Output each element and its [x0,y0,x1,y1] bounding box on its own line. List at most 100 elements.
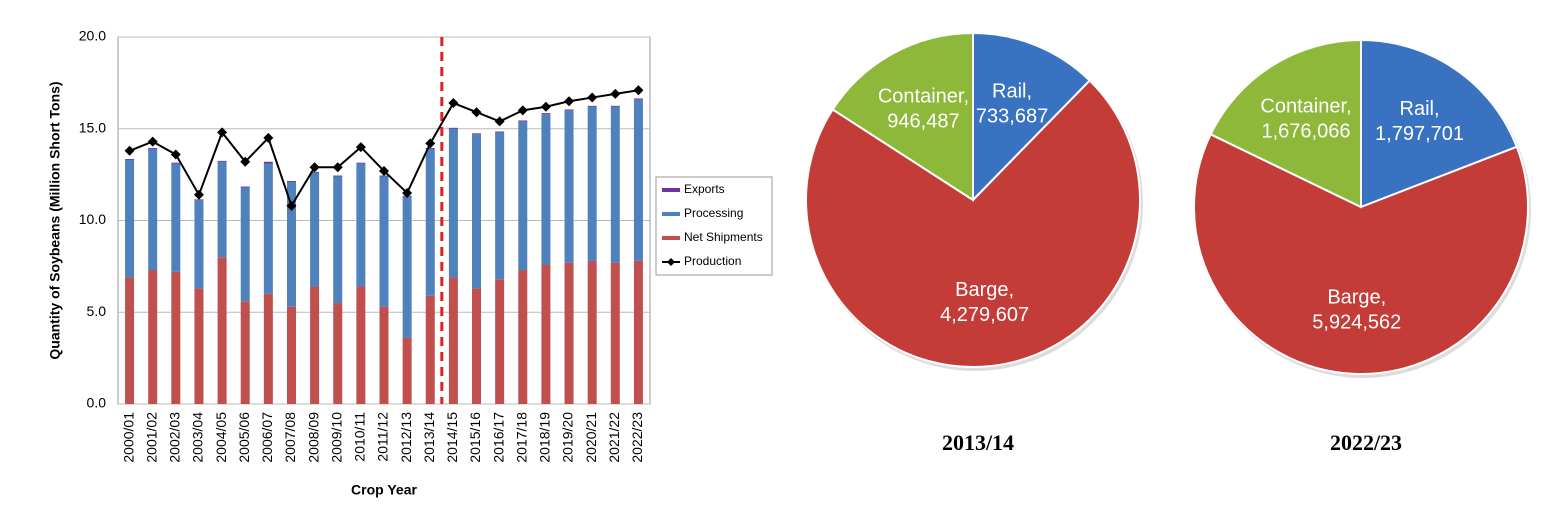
y-tick-label: 0.0 [87,395,107,411]
slice-value: 4,279,607 [940,304,1029,326]
bar-segment [472,288,482,404]
production-marker [425,138,436,149]
bar-segment [633,99,643,261]
pie-slice [972,31,1092,203]
production-marker [540,101,551,112]
bar-segment [379,306,389,404]
bar-segment [633,260,643,404]
bar-segment [194,200,204,289]
bar-segment [171,162,181,164]
bar-segment [310,171,320,173]
x-tick-label: 2020/21 [583,412,599,463]
x-tick-label: 2018/19 [537,412,553,463]
legend-label: Net Shipments [684,230,763,244]
x-tick-label: 2009/10 [328,412,344,463]
bar-segment [425,148,435,296]
production-marker [402,187,413,198]
x-tick-label: 2001/02 [143,412,159,463]
bar-segment [148,148,158,271]
bar-segment [217,161,227,258]
slice-value: 1,797,701 [1375,123,1464,145]
bar-segment [587,105,597,107]
slice-value: 946,487 [887,110,959,132]
bar-segment [310,286,320,404]
bar-segment [194,288,204,404]
production-marker [240,156,251,167]
bar-segment [125,159,135,278]
production-marker [564,96,575,107]
bar-segment [240,301,250,404]
production-marker [494,116,505,127]
bar-segment [379,176,389,307]
production-marker [286,200,297,211]
bar-segment [541,114,551,265]
bar-segment [286,181,296,307]
slice-value: 733,687 [976,105,1048,127]
slice-category: Container, [1260,96,1351,118]
pie-slice [805,79,1141,368]
pie-title: 2013/14 [942,430,1014,455]
bar-segment [240,186,250,188]
pie-title: 2022/23 [1330,430,1402,455]
bar-segment [263,293,273,404]
bar-segment [495,132,505,280]
x-tick-label: 2019/20 [560,412,576,463]
production-marker [610,88,621,99]
production-marker [263,132,274,143]
x-tick-label: 2005/06 [236,412,252,463]
bar-segment [518,121,528,271]
production-marker [379,165,389,176]
x-tick-label: 2003/04 [190,412,206,463]
x-tick-label: 2010/11 [352,412,368,462]
slice-category: Rail, [992,80,1032,102]
bar-segment [518,120,528,122]
bar-segment [633,98,643,100]
bar-segment [541,113,551,115]
bar-segment [610,106,620,263]
bar-segment [587,106,597,261]
bar-segment [564,109,574,111]
bar-segment [194,199,204,201]
y-tick-label: 15.0 [79,119,106,135]
legend-label: Production [684,254,741,268]
x-tick-label: 2016/17 [490,412,506,463]
bar-segment [564,262,574,404]
y-tick-label: 20.0 [79,28,106,44]
production-marker [471,107,482,118]
x-tick-label: 2017/18 [513,412,529,463]
production-marker [633,85,644,96]
pie-slice [1360,38,1519,209]
bar-segment [125,277,135,404]
bar-segment [263,161,273,164]
x-tick-label: 2021/22 [606,412,622,463]
slice-value: 1,676,066 [1261,121,1350,143]
legend-box [655,176,773,276]
legend-label: Processing [684,206,743,220]
bar-segment [333,176,343,304]
bar-segment [148,148,158,149]
bar-segment [587,260,597,404]
y-tick-label: 10.0 [79,211,106,227]
x-tick-label: 2015/16 [467,412,483,463]
legend-label: Exports [684,182,725,196]
bar-segment [286,306,296,404]
x-axis-label: Crop Year [351,482,417,498]
x-tick-label: 2013/14 [421,412,437,463]
bar-segment [171,271,181,404]
x-tick-label: 2007/08 [282,412,298,463]
bar-segment [333,175,343,177]
pie-slice [1193,132,1529,375]
bar-segment [263,163,273,294]
bar-segment [217,257,227,404]
production-marker [448,98,459,109]
production-marker [170,149,181,160]
bar-segment [425,295,435,404]
production-marker [332,162,343,173]
y-tick-label: 5.0 [87,303,107,319]
bar-segment [148,270,158,404]
x-tick-label: 2022/23 [629,412,645,463]
bar-segment [333,303,343,404]
slice-category: Barge, [1327,287,1386,309]
slice-value: 5,924,562 [1312,312,1401,334]
